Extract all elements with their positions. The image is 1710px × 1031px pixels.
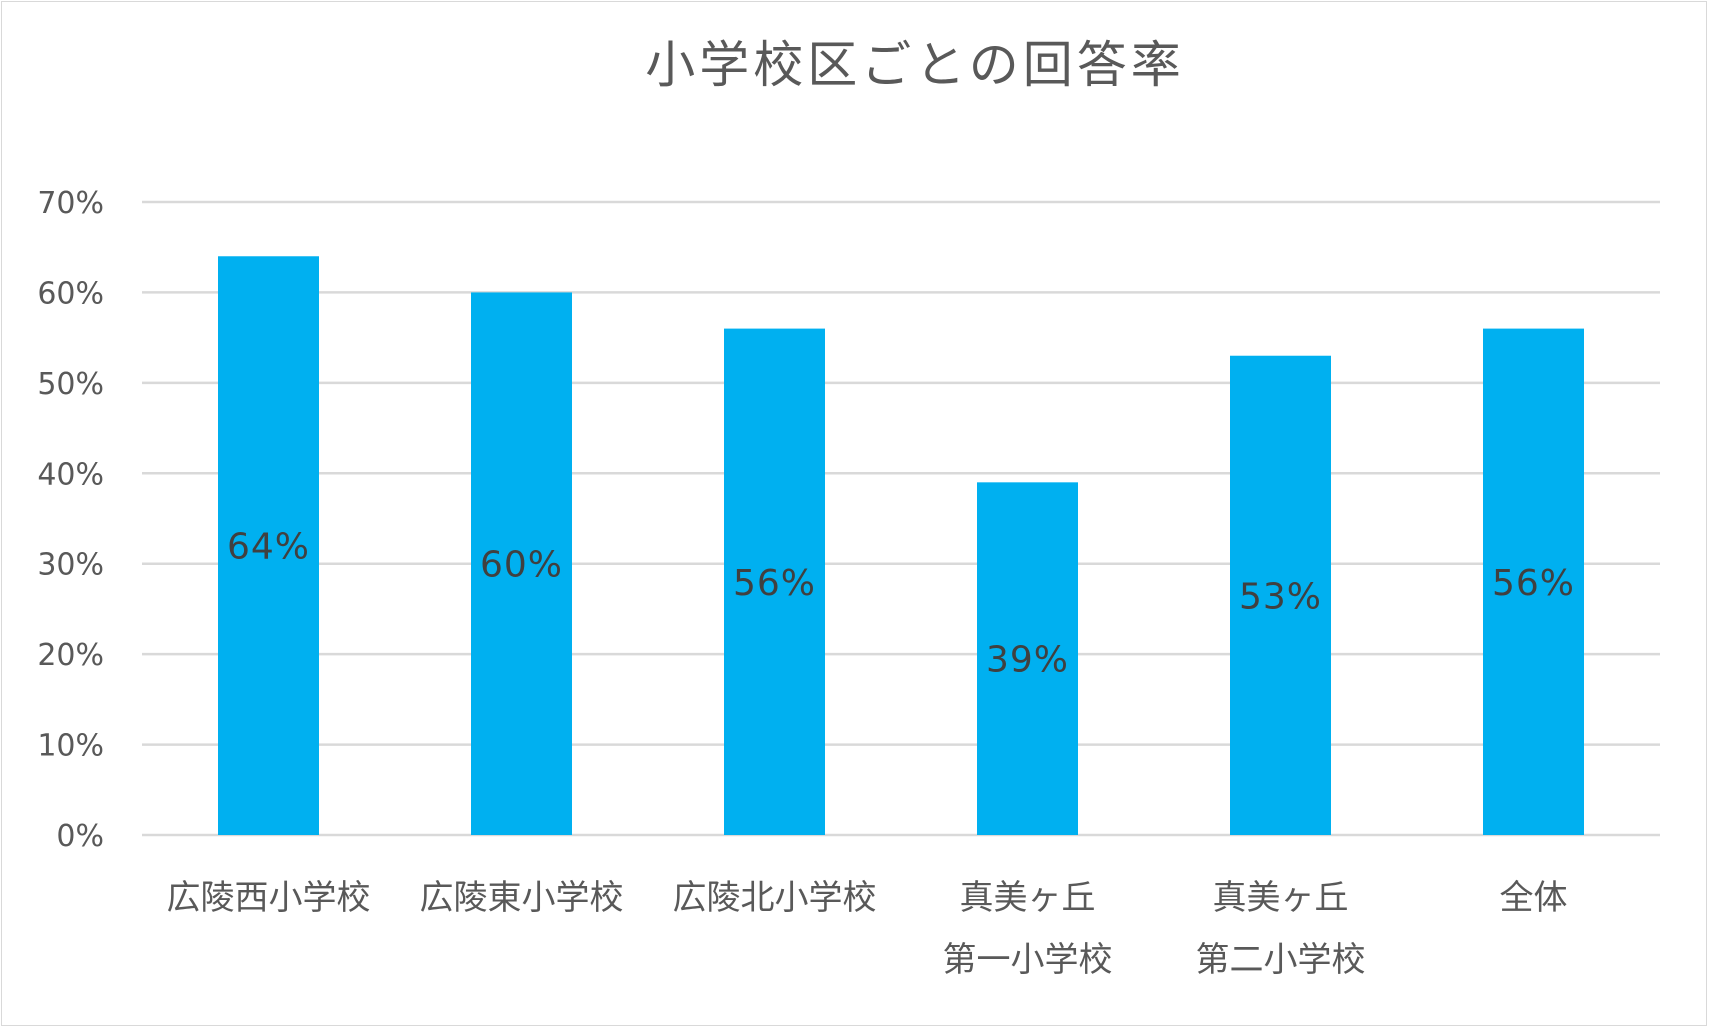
x-tick-label: 真美ヶ丘: [1213, 878, 1349, 918]
bar: [724, 328, 825, 835]
y-tick-label: 0%: [56, 819, 104, 854]
bar: [218, 256, 319, 835]
data-label: 56%: [1492, 563, 1575, 604]
gridlines: [142, 200, 1660, 837]
y-tick-label: 60%: [37, 276, 104, 311]
x-tick-label: 真美ヶ丘: [960, 878, 1096, 918]
data-label: 39%: [986, 640, 1069, 681]
x-tick-label: 第一小学校: [943, 940, 1113, 980]
y-axis-ticks: 0% 10% 20% 30% 40% 50% 60% 70%: [37, 186, 104, 854]
x-tick-label: 広陵西小学校: [167, 878, 371, 918]
x-tick-label: 第二小学校: [1196, 940, 1366, 980]
bars: [218, 256, 1584, 835]
data-label: 60%: [480, 545, 563, 586]
y-tick-label: 40%: [37, 457, 104, 492]
bar: [471, 292, 572, 835]
y-tick-label: 10%: [37, 729, 104, 764]
data-label: 56%: [733, 563, 816, 604]
data-label: 53%: [1239, 576, 1322, 617]
chart-title: 小学校区ごとの回答率: [645, 36, 1185, 94]
y-tick-label: 20%: [37, 638, 104, 673]
y-tick-label: 70%: [37, 186, 104, 221]
bar: [1230, 355, 1331, 835]
y-tick-label: 30%: [37, 548, 104, 583]
y-tick-label: 50%: [37, 367, 104, 402]
data-label: 64%: [227, 527, 310, 568]
x-tick-label: 全体: [1500, 878, 1568, 918]
x-tick-label: 広陵北小学校: [673, 878, 877, 918]
bar: [977, 482, 1078, 835]
bar: [1483, 328, 1584, 835]
x-tick-label: 広陵東小学校: [420, 878, 624, 918]
data-labels: 64% 60% 56% 39% 53% 56%: [227, 527, 1575, 681]
